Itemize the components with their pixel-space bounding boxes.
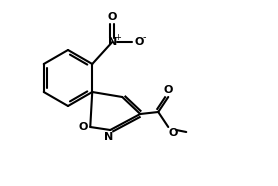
Text: N: N (104, 132, 113, 142)
Text: -: - (143, 32, 146, 42)
Text: O: O (79, 122, 88, 132)
Text: O: O (135, 37, 144, 47)
Text: O: O (108, 12, 117, 22)
Text: O: O (168, 128, 178, 138)
Text: O: O (163, 85, 173, 95)
Text: N: N (108, 37, 117, 47)
Text: +: + (114, 33, 121, 41)
